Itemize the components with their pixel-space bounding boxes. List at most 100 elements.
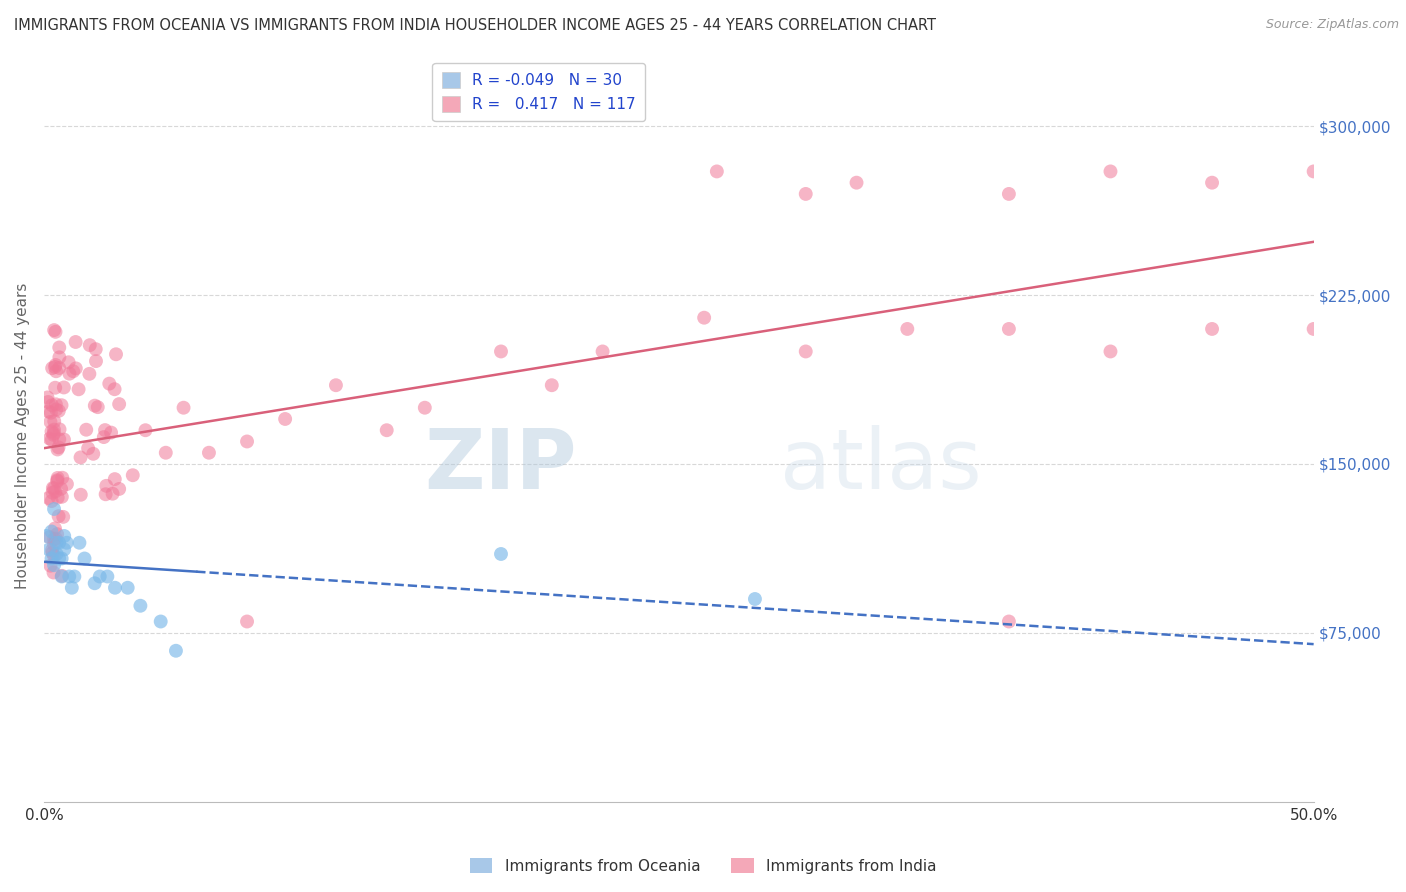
Point [693, 310, 716, 325]
Point [41, 524, 63, 539]
Point [165, 644, 187, 658]
Point [67, 382, 90, 396]
Point [48, 441, 70, 455]
Point [896, 322, 918, 336]
Point [46, 473, 69, 487]
Point [44, 414, 66, 428]
Point [489, 344, 512, 359]
Point [56, 477, 79, 491]
Point [37, 404, 59, 418]
Point [38, 491, 60, 505]
Point [48, 341, 70, 355]
Point [45, 547, 67, 561]
Point [41, 361, 63, 376]
Point [87, 400, 110, 414]
Point [42, 427, 65, 442]
Point [42, 481, 65, 495]
Point [104, 472, 127, 486]
Point [51, 490, 73, 504]
Text: ZIP: ZIP [425, 425, 578, 506]
Point [45, 402, 67, 417]
Point [75, 423, 97, 437]
Point [48, 351, 70, 365]
Point [42, 549, 65, 563]
Point [77, 442, 100, 456]
Point [46, 527, 69, 541]
Point [101, 486, 124, 500]
Point [79, 367, 101, 381]
Point [104, 382, 127, 396]
Point [46, 442, 69, 457]
Point [44, 484, 66, 499]
Point [39, 406, 62, 420]
Point [375, 423, 398, 437]
Point [129, 599, 152, 613]
Point [48, 361, 70, 376]
Point [45, 358, 67, 372]
Point [41, 551, 63, 566]
Point [540, 378, 562, 392]
Point [48, 422, 70, 436]
Point [45, 364, 67, 378]
Point [48, 404, 70, 418]
Point [998, 615, 1021, 629]
Point [52, 380, 75, 394]
Point [121, 468, 143, 483]
Point [198, 446, 221, 460]
Point [35, 529, 58, 543]
Point [58, 355, 80, 369]
Point [706, 164, 728, 178]
Point [69, 450, 91, 465]
Text: Source: ZipAtlas.com: Source: ZipAtlas.com [1265, 18, 1399, 31]
Point [41, 398, 63, 412]
Point [1302, 164, 1324, 178]
Point [45, 535, 67, 549]
Point [42, 558, 65, 573]
Point [794, 186, 817, 201]
Point [37, 395, 59, 409]
Point [236, 615, 259, 629]
Point [105, 347, 128, 361]
Point [173, 401, 195, 415]
Legend: Immigrants from Oceania, Immigrants from India: Immigrants from Oceania, Immigrants from… [464, 852, 942, 880]
Point [45, 532, 67, 546]
Point [42, 423, 65, 437]
Point [83, 399, 105, 413]
Point [55, 535, 77, 549]
Point [104, 581, 127, 595]
Point [52, 433, 75, 447]
Point [79, 338, 101, 352]
Point [84, 342, 107, 356]
Point [413, 401, 436, 415]
Point [53, 542, 76, 557]
Point [89, 569, 111, 583]
Y-axis label: Householder Income Ages 25 - 44 years: Householder Income Ages 25 - 44 years [15, 283, 30, 589]
Point [41, 485, 63, 500]
Point [592, 344, 614, 359]
Point [1201, 322, 1223, 336]
Point [48, 535, 70, 549]
Point [41, 433, 63, 447]
Point [44, 381, 66, 395]
Point [42, 426, 65, 441]
Point [744, 592, 766, 607]
Point [44, 325, 66, 339]
Point [49, 482, 72, 496]
Point [53, 529, 76, 543]
Point [51, 569, 73, 583]
Point [96, 569, 118, 583]
Point [38, 432, 60, 446]
Point [52, 509, 75, 524]
Point [38, 542, 60, 557]
Point [108, 397, 131, 411]
Point [794, 344, 817, 359]
Point [48, 509, 70, 524]
Point [94, 487, 117, 501]
Point [1302, 322, 1324, 336]
Point [1099, 164, 1122, 178]
Point [44, 521, 66, 535]
Text: atlas: atlas [780, 425, 983, 506]
Point [73, 551, 96, 566]
Point [100, 425, 122, 440]
Point [108, 482, 131, 496]
